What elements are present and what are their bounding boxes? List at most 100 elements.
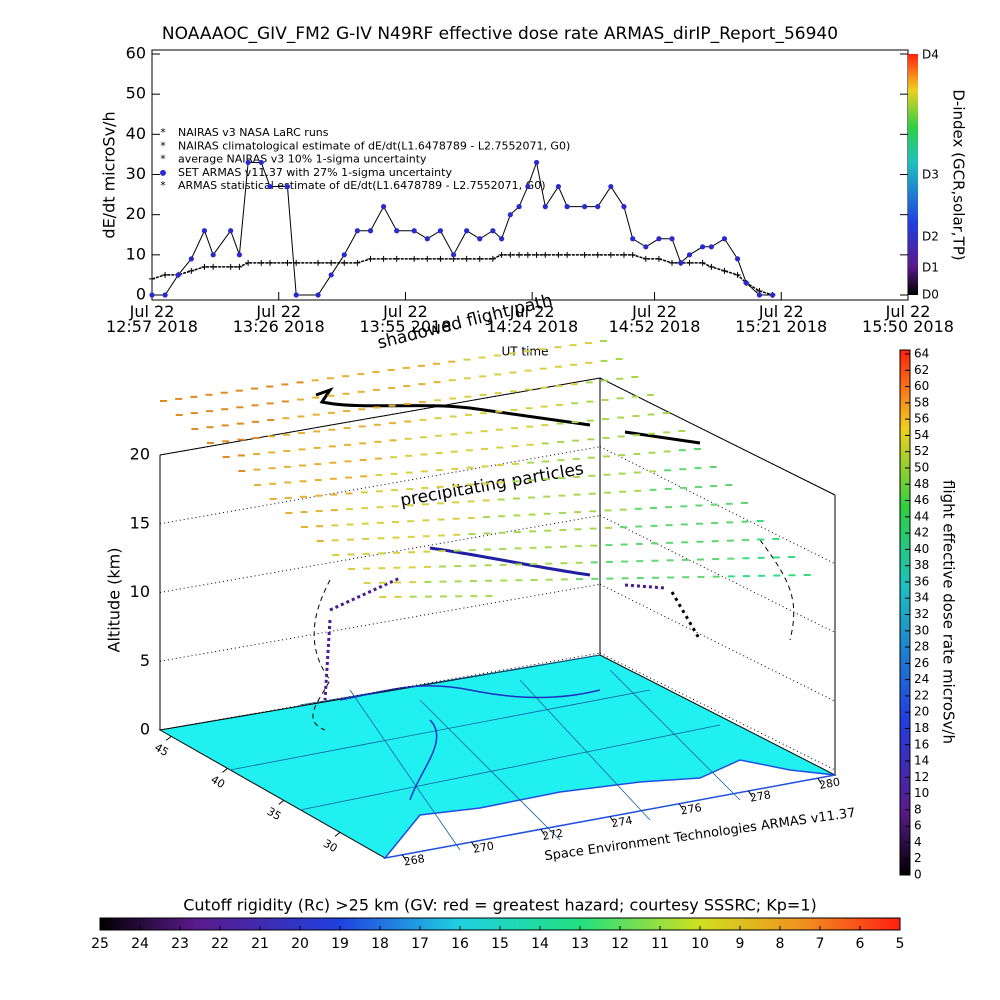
particle <box>282 433 290 436</box>
legend-symbol: * <box>160 139 166 152</box>
particle <box>466 466 474 469</box>
particle <box>526 425 534 428</box>
particle <box>423 550 431 553</box>
data-point <box>293 292 299 298</box>
particle <box>618 472 626 475</box>
data-point <box>708 244 714 250</box>
data-point <box>367 228 374 234</box>
particle <box>468 549 476 552</box>
particle <box>513 531 521 534</box>
particle <box>530 563 538 566</box>
particle <box>558 511 566 514</box>
data-point <box>655 255 662 262</box>
particle <box>464 395 472 398</box>
data-point <box>245 159 251 166</box>
particle <box>438 534 446 537</box>
data-point <box>188 256 194 262</box>
dose-tick-label: 52 <box>914 444 929 458</box>
particle <box>316 540 324 542</box>
particle <box>479 375 487 378</box>
particle <box>313 446 321 449</box>
particle <box>712 575 720 578</box>
data-point <box>769 292 776 298</box>
data-point <box>734 271 741 278</box>
particle <box>497 498 505 501</box>
particle <box>391 489 399 492</box>
particle <box>601 418 609 421</box>
particle <box>498 515 506 518</box>
x-tick-label: Jul 22 12:57 2018 <box>106 302 198 336</box>
particle <box>524 350 532 353</box>
dose-tick-label: 0 <box>914 868 922 882</box>
data-point <box>162 271 169 278</box>
particle <box>544 529 552 532</box>
dose-tick-label: 6 <box>914 819 922 833</box>
particle <box>450 450 458 453</box>
rigidity-tick-label: 21 <box>251 936 269 952</box>
particle <box>590 561 598 564</box>
data-point <box>743 280 749 286</box>
particle <box>528 496 536 499</box>
particle <box>695 522 703 525</box>
particle <box>560 578 568 581</box>
particle <box>328 445 336 448</box>
rigidity-tick-label: 17 <box>411 936 429 952</box>
data-point <box>734 256 741 262</box>
lon-tick <box>609 816 615 823</box>
data-point <box>476 255 483 262</box>
particle <box>632 415 640 418</box>
particle <box>650 524 658 527</box>
data-point <box>354 228 360 234</box>
data-point <box>525 183 531 190</box>
particle <box>679 468 687 471</box>
particle <box>602 436 610 439</box>
particle <box>235 389 243 392</box>
particle <box>405 454 413 457</box>
particle <box>605 544 613 547</box>
particle <box>772 538 780 540</box>
particle <box>588 492 596 495</box>
data-point <box>630 236 636 242</box>
particle <box>358 425 366 428</box>
data-point <box>507 251 514 258</box>
particle <box>342 392 350 395</box>
particle <box>434 399 442 402</box>
data-point <box>245 259 252 266</box>
particle <box>160 400 167 402</box>
particle <box>509 371 517 374</box>
particle <box>741 502 748 504</box>
particle <box>636 560 644 563</box>
particle <box>440 595 448 598</box>
data-point <box>607 251 614 258</box>
particle <box>379 596 387 598</box>
data-point <box>564 204 570 210</box>
particle <box>312 413 320 416</box>
particle <box>711 540 719 543</box>
dose-tick-label: 28 <box>914 640 929 654</box>
particle <box>512 480 520 483</box>
particle <box>588 474 596 477</box>
particle <box>726 521 734 524</box>
particle <box>437 502 445 505</box>
data-point <box>394 228 400 234</box>
data-point <box>686 259 693 266</box>
data-point <box>380 255 387 262</box>
rigidity-tick-label: 15 <box>491 936 509 952</box>
particle <box>585 381 593 384</box>
particle <box>266 402 274 405</box>
particle <box>253 452 261 455</box>
particle <box>680 523 688 526</box>
gulf-water <box>383 759 836 860</box>
particle <box>455 595 463 598</box>
particle <box>682 576 690 579</box>
data-point <box>227 263 234 270</box>
data-point <box>533 159 540 166</box>
particle <box>494 392 502 395</box>
particle <box>498 531 506 534</box>
y-tick-label: 30 <box>126 164 146 183</box>
particle <box>422 519 430 522</box>
particle <box>251 404 259 407</box>
rigidity-tick-label: 25 <box>91 936 109 952</box>
particle <box>363 582 371 584</box>
